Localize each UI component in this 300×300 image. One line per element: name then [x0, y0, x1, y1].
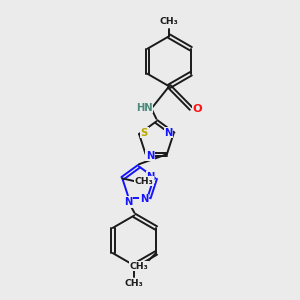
- Text: N: N: [124, 197, 133, 207]
- Text: HN: HN: [136, 103, 152, 112]
- Text: N: N: [140, 194, 148, 204]
- Text: CH₃: CH₃: [125, 279, 144, 288]
- Text: CH₃: CH₃: [160, 17, 178, 26]
- Text: N: N: [146, 172, 155, 182]
- Text: S: S: [141, 128, 148, 138]
- Text: N: N: [164, 128, 173, 138]
- Text: CH₃: CH₃: [134, 177, 153, 186]
- Text: N: N: [146, 151, 154, 160]
- Text: CH₃: CH₃: [129, 262, 148, 271]
- Text: O: O: [193, 103, 202, 114]
